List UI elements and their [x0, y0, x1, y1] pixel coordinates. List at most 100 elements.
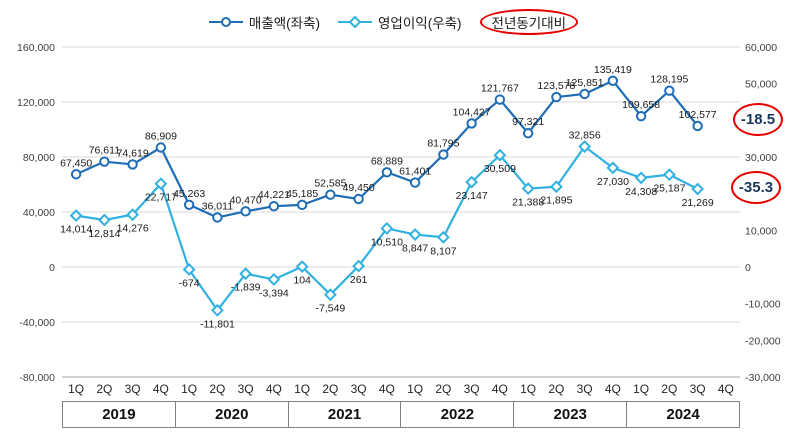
data-point-marker — [551, 91, 562, 103]
data-point-marker — [239, 267, 253, 281]
data-point-label: 81,795 — [427, 138, 459, 150]
data-point-label: -1,839 — [231, 282, 261, 294]
data-point-marker — [494, 94, 506, 105]
quarter-label: 2Q — [661, 382, 677, 396]
data-point-label: 21,895 — [540, 195, 572, 207]
legend-item-0: 매출액(좌축) — [208, 12, 320, 32]
quarter-label: 3Q — [690, 382, 706, 396]
left-axis-tick-label: 80,000 — [23, 152, 55, 164]
right-axis-tick-label: -20,000 — [745, 335, 781, 347]
quarter-label: 1Q — [181, 382, 197, 396]
data-point-label: 123,578 — [537, 80, 575, 92]
quarter-label: 1Q — [633, 382, 649, 396]
data-point-label: 36,011 — [202, 200, 233, 212]
data-point-label: 104,427 — [453, 106, 491, 118]
data-point-label: -7,549 — [315, 303, 345, 315]
quarter-label: 1Q — [68, 382, 84, 396]
data-point-marker — [97, 213, 111, 227]
data-point-marker — [493, 148, 507, 162]
right-axis-tick-label: 50,000 — [745, 79, 777, 91]
data-point-label: 44,221 — [258, 189, 290, 201]
data-point-label: 125,851 — [566, 77, 604, 89]
yoy-revenue-value: -18.5 — [740, 111, 776, 128]
data-point-marker — [183, 199, 195, 210]
data-point-marker — [549, 180, 563, 194]
data-point-label: 24,308 — [625, 186, 657, 198]
data-point-marker — [70, 169, 82, 180]
data-point-marker — [436, 230, 450, 244]
data-point-label: -674 — [179, 277, 200, 289]
right-axis-tick-label: 0 — [745, 262, 751, 274]
data-point-label: 68,889 — [371, 155, 403, 167]
year-cell: 2020 — [174, 401, 289, 428]
diamond-marker-icon — [338, 16, 373, 28]
data-point-marker — [465, 175, 479, 189]
data-point-label: 86,909 — [145, 131, 177, 143]
quarter-label: 1Q — [407, 382, 423, 396]
data-point-marker — [635, 111, 647, 122]
data-point-marker — [240, 206, 251, 217]
data-point-label: 121,767 — [481, 83, 519, 95]
data-point-marker — [409, 177, 421, 188]
data-point-marker — [267, 273, 281, 286]
data-point-marker — [182, 263, 196, 276]
data-point-label: 10,510 — [371, 236, 403, 248]
data-point-marker — [155, 142, 167, 153]
quarter-label: 1Q — [520, 382, 536, 396]
right-axis-tick-label: 10,000 — [745, 225, 777, 237]
data-point-marker — [408, 228, 422, 241]
right-axis-tick-label: 60,000 — [745, 42, 777, 54]
quarter-label: 3Q — [125, 382, 141, 396]
data-point-marker — [268, 200, 280, 212]
yoy-annotation-profit: -35.3 — [731, 171, 781, 204]
data-point-label: 8,107 — [430, 245, 456, 257]
right-axis-tick-label: 30,000 — [745, 152, 777, 164]
data-point-marker — [99, 156, 110, 167]
data-point-label: 135,419 — [594, 64, 632, 76]
data-point-label: 8,847 — [402, 243, 428, 255]
quarter-label: 4Q — [379, 382, 395, 396]
quarter-label: 1Q — [294, 382, 310, 396]
year-cell: 2022 — [400, 401, 515, 428]
quarter-label: 3Q — [577, 382, 593, 396]
quarter-label: 4Q — [266, 382, 282, 396]
data-point-label: -3,394 — [259, 287, 289, 299]
circle-marker-icon — [208, 17, 243, 27]
data-point-label: 261 — [350, 274, 368, 286]
data-point-marker — [210, 303, 224, 317]
data-point-label: 25,187 — [653, 183, 685, 195]
data-point-label: 74,619 — [117, 147, 149, 159]
quarter-label: 3Q — [351, 382, 367, 396]
data-point-label: 45,263 — [173, 188, 205, 200]
quarter-label: 2Q — [548, 382, 564, 396]
data-point-marker — [381, 167, 393, 178]
left-axis-tick-label: -40,000 — [19, 317, 55, 329]
data-point-label: 21,269 — [682, 197, 714, 209]
data-point-label: 14,276 — [117, 223, 149, 235]
data-point-marker — [353, 193, 364, 205]
data-point-label: 67,450 — [60, 157, 92, 169]
data-point-label: 102,577 — [679, 109, 717, 121]
data-point-marker — [323, 288, 337, 302]
data-point-marker — [438, 149, 449, 160]
data-point-label: 40,470 — [230, 194, 262, 206]
data-point-marker — [212, 212, 223, 223]
data-point-label: 45,185 — [286, 188, 318, 200]
quarter-label: 4Q — [153, 382, 169, 396]
year-cell: 2021 — [287, 401, 402, 428]
chart-legend: 매출액(좌축) 영업이익(우축) 전년동기대비 — [0, 9, 787, 35]
quarter-label: 4Q — [492, 382, 508, 396]
data-point-marker — [521, 182, 535, 195]
quarter-label: 2Q — [322, 382, 338, 396]
left-axis-tick-label: -80,000 — [19, 372, 55, 384]
year-cell: 2023 — [513, 401, 628, 428]
data-point-marker — [295, 260, 309, 274]
year-cell: 2019 — [62, 401, 176, 428]
data-point-label: 109,658 — [622, 99, 660, 111]
data-point-marker — [579, 88, 590, 100]
data-point-marker — [154, 177, 168, 191]
left-axis-tick-label: 40,000 — [23, 207, 55, 219]
data-point-label: 30,509 — [484, 163, 516, 175]
